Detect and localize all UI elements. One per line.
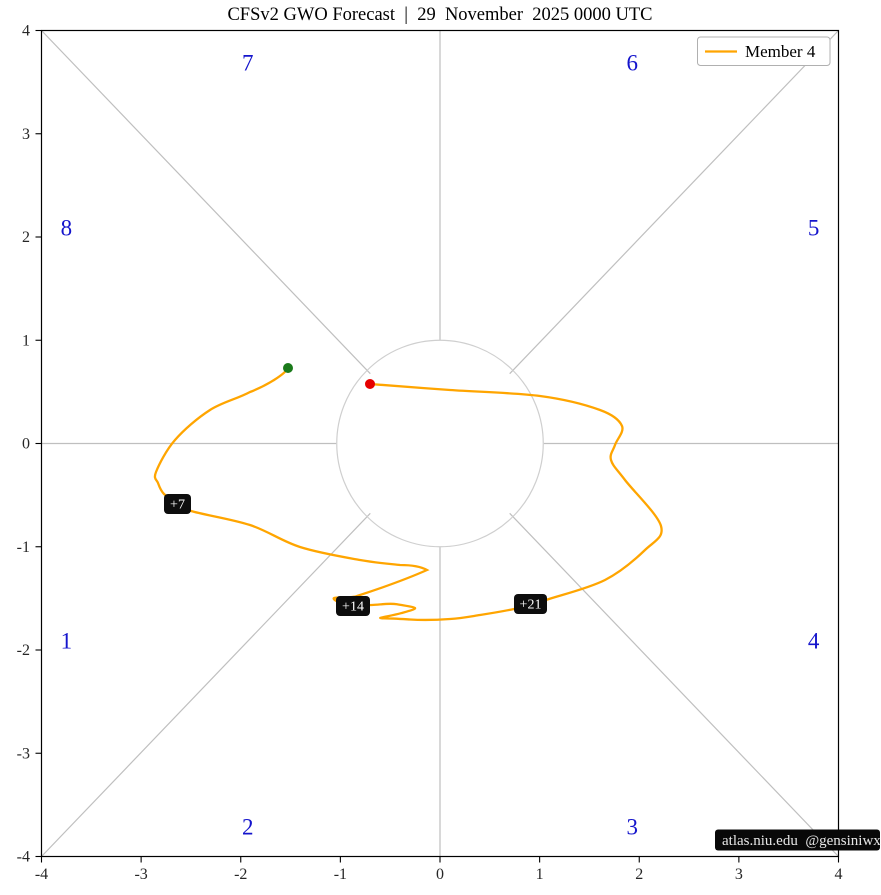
svg-text:4: 4: [808, 629, 820, 654]
svg-text:2: 2: [22, 229, 30, 246]
svg-text:-3: -3: [17, 745, 30, 762]
svg-text:3: 3: [22, 126, 30, 143]
svg-text:-1: -1: [334, 866, 347, 883]
svg-text:5: 5: [808, 216, 820, 241]
svg-text:-2: -2: [17, 642, 30, 659]
svg-text:2: 2: [635, 866, 643, 883]
svg-text:atlas.niu.edu @gensiniwx: atlas.niu.edu @gensiniwx: [722, 833, 881, 849]
svg-text:+7: +7: [170, 498, 185, 513]
svg-text:1: 1: [536, 866, 544, 883]
svg-text:+14: +14: [342, 600, 364, 615]
svg-text:1: 1: [61, 629, 73, 654]
svg-text:0: 0: [436, 866, 444, 883]
svg-text:-4: -4: [35, 866, 48, 883]
svg-text:3: 3: [735, 866, 743, 883]
svg-text:Member 4: Member 4: [745, 42, 816, 61]
svg-text:2: 2: [242, 815, 254, 840]
svg-text:-2: -2: [234, 866, 247, 883]
svg-text:-1: -1: [17, 539, 30, 556]
svg-text:-3: -3: [134, 866, 147, 883]
svg-text:4: 4: [22, 23, 30, 40]
svg-text:8: 8: [61, 216, 73, 241]
svg-text:+21: +21: [520, 598, 542, 613]
svg-text:1: 1: [22, 332, 30, 349]
svg-text:3: 3: [627, 815, 639, 840]
svg-text:4: 4: [835, 866, 843, 883]
svg-text:7: 7: [242, 51, 254, 76]
svg-text:CFSv2 GWO Forecast | 29 Nov: CFSv2 GWO Forecast | 29 November 2025 00…: [227, 5, 652, 25]
svg-text:-4: -4: [17, 849, 30, 866]
svg-text:6: 6: [627, 51, 639, 76]
svg-text:0: 0: [22, 436, 30, 453]
